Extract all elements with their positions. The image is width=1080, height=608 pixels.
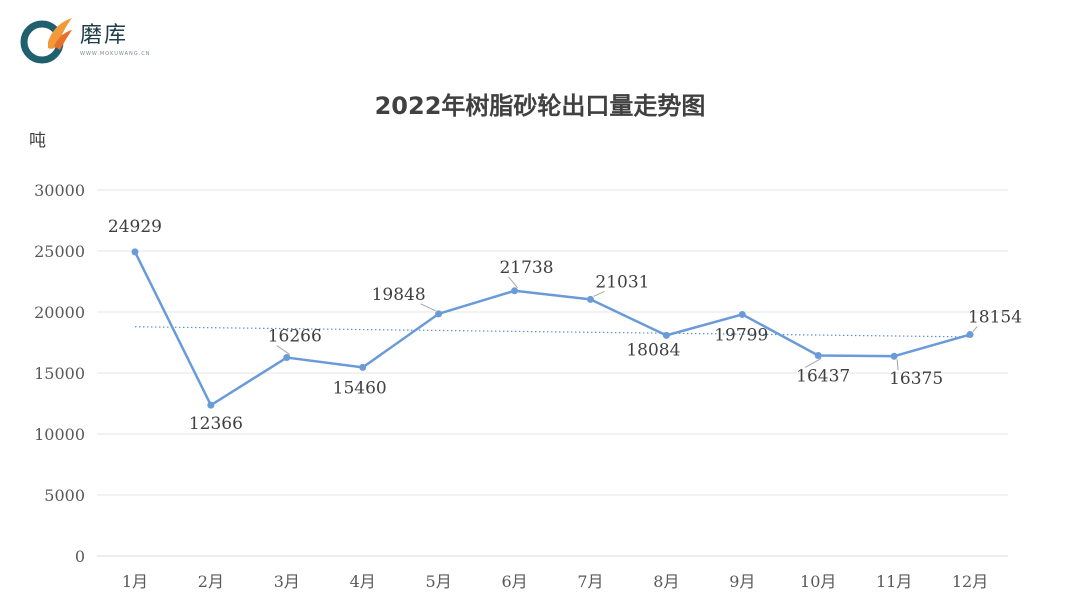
data-point <box>359 363 367 371</box>
data-point <box>814 351 822 359</box>
x-tick-label: 11月 <box>876 572 912 591</box>
x-tick-label: 3月 <box>274 572 300 591</box>
data-point <box>662 331 670 339</box>
logo-name: 磨库 <box>80 23 129 48</box>
x-tick-label: 2月 <box>198 572 224 591</box>
data-label: 16375 <box>889 369 943 389</box>
data-label-leader <box>420 303 436 312</box>
y-tick-label: 25000 <box>34 242 85 261</box>
data-label: 15460 <box>333 378 387 398</box>
data-label-leader <box>972 326 978 332</box>
y-tick-label: 30000 <box>34 181 85 200</box>
data-point <box>890 352 898 360</box>
data-point <box>586 295 594 303</box>
data-label: 16437 <box>796 366 850 386</box>
x-tick-label: 7月 <box>577 572 603 591</box>
x-tick-label: 10月 <box>800 572 836 591</box>
data-label: 18084 <box>626 340 680 360</box>
data-point <box>966 331 974 339</box>
y-tick-label: 10000 <box>34 425 85 444</box>
data-point <box>511 287 519 295</box>
data-label: 24929 <box>108 217 162 237</box>
data-label-leader <box>593 290 605 297</box>
x-tick-label: 6月 <box>501 572 527 591</box>
x-tick-label: 1月 <box>122 572 148 591</box>
data-point <box>738 310 746 318</box>
data-label: 21738 <box>499 258 553 278</box>
data-label-leader <box>804 358 822 368</box>
y-tick-label: 15000 <box>34 364 85 383</box>
data-label: 19848 <box>372 285 426 305</box>
x-tick-label: 8月 <box>653 572 679 591</box>
data-label: 16266 <box>268 327 322 347</box>
data-label-leader <box>896 359 899 371</box>
x-tick-label: 4月 <box>350 572 376 591</box>
logo: 磨库 WWW.MOKUWANG.CN <box>18 12 150 68</box>
data-label: 21031 <box>595 272 649 292</box>
y-tick-label: 0 <box>75 547 85 566</box>
series-line <box>133 251 971 407</box>
data-label-leader <box>276 345 291 355</box>
x-tick-label: 12月 <box>952 572 988 591</box>
data-point <box>207 401 215 409</box>
logo-mark-icon <box>20 18 72 64</box>
data-label-leader <box>508 276 518 289</box>
data-point <box>283 354 291 362</box>
y-axis-unit-label: 吨 <box>29 131 46 151</box>
data-point <box>131 248 139 256</box>
chart-title: 2022年树脂砂轮出口量走势图 <box>374 92 706 120</box>
x-tick-label: 9月 <box>729 572 755 591</box>
data-label: 12366 <box>189 414 243 434</box>
logo-domain: WWW.MOKUWANG.CN <box>80 51 151 57</box>
data-label: 18154 <box>968 308 1022 328</box>
logo-text: 磨库 WWW.MOKUWANG.CN <box>80 23 150 57</box>
y-tick-label: 20000 <box>34 303 85 322</box>
data-point <box>435 310 443 318</box>
y-tick-label: 5000 <box>44 486 85 505</box>
x-tick-label: 5月 <box>426 572 452 591</box>
data-label: 19799 <box>714 325 768 345</box>
trendline <box>134 326 971 338</box>
